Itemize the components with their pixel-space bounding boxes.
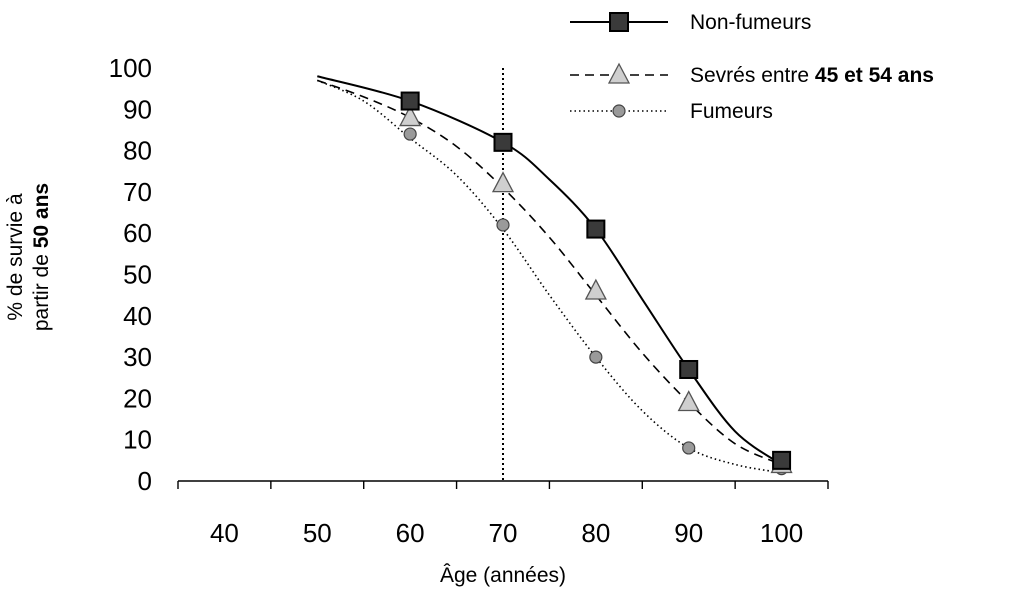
legend-label: Fumeurs [690, 100, 773, 123]
chart-axes: 40 50 60 70 80 90 100 0 10 20 30 40 50 60 70 80 90 100 [109, 53, 829, 548]
axis-titles: Âge (années) % de survie à partir de 50 a… [4, 183, 566, 587]
series-line [317, 75, 783, 466]
y-tick-label: 20 [123, 383, 152, 413]
x-tick-label: 80 [581, 518, 610, 548]
y-axis-title-part: 50 ans [30, 183, 53, 248]
y-tick-label: 70 [123, 177, 152, 207]
triangle-marker [491, 171, 515, 193]
legend-label-part: 45 et 54 ans [815, 64, 934, 87]
y-axis-title-line: partir de 50 ans [30, 183, 53, 331]
series-group [316, 75, 793, 476]
square-marker [609, 12, 629, 32]
triangle-marker [584, 278, 607, 300]
y-tick-label: 10 [123, 425, 152, 455]
y-axis-title: % de survie à partir de 50 ans [4, 183, 53, 331]
legend: Non-fumeurs Sevrés entre 45 et 54 ans Fume… [570, 11, 934, 123]
x-tick-label: 40 [210, 518, 239, 548]
square-marker [493, 132, 513, 152]
x-tick-label: 90 [674, 518, 703, 548]
square-marker [679, 359, 699, 379]
y-axis-title-part: partir de [30, 248, 53, 331]
square-marker [400, 91, 420, 111]
square-marker [586, 219, 606, 239]
triangle-marker [399, 105, 422, 127]
circle-marker [589, 350, 603, 364]
legend-label-part: Non-fumeurs [690, 11, 811, 34]
x-tick-label: 60 [396, 518, 425, 548]
y-tick-label: 30 [123, 342, 152, 372]
triangle-marker [677, 390, 700, 412]
series-line [317, 79, 782, 466]
y-tick-label: 40 [123, 301, 152, 331]
series-line [316, 79, 782, 474]
circle-marker [682, 441, 696, 455]
triangle-marker [607, 62, 631, 84]
legend-label-part: Sevrés entre [690, 64, 815, 87]
x-tick-label: 50 [303, 518, 332, 548]
x-axis-title: Âge (années) [440, 564, 566, 587]
circle-marker [496, 218, 510, 232]
legend-label: Non-fumeurs [690, 11, 811, 34]
y-tick-label: 90 [123, 94, 152, 124]
legend-label-part: Fumeurs [690, 100, 773, 123]
circle-marker [612, 104, 626, 118]
x-tick-label: 100 [760, 518, 803, 548]
y-tick-label: 80 [123, 136, 152, 166]
square-marker [772, 450, 792, 470]
y-tick-label: 100 [109, 53, 152, 83]
x-tick-label: 70 [489, 518, 518, 548]
y-tick-label: 50 [123, 260, 152, 290]
y-tick-label: 60 [123, 218, 152, 248]
y-axis-title-line: % de survie à [4, 193, 27, 321]
legend-label: Sevrés entre 45 et 54 ans [690, 64, 934, 87]
circle-marker [403, 127, 417, 141]
y-tick-label: 0 [138, 466, 152, 496]
